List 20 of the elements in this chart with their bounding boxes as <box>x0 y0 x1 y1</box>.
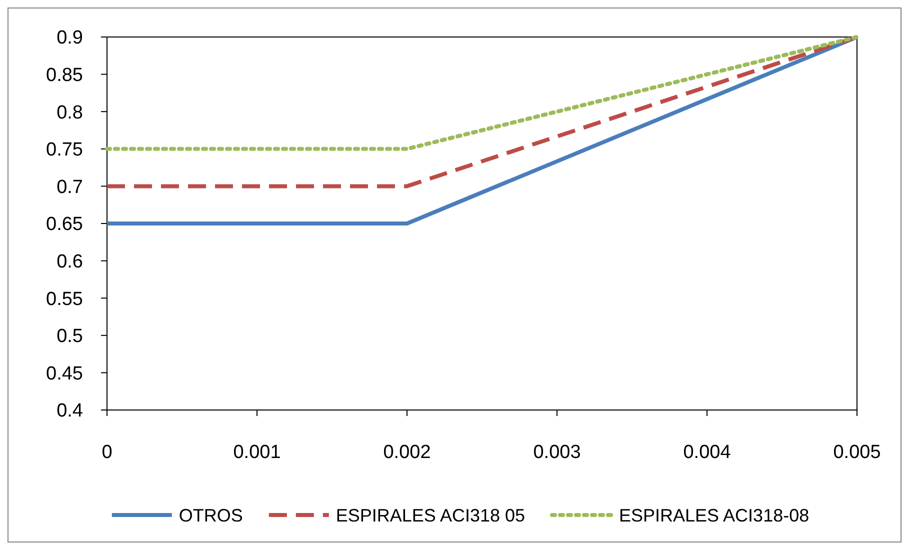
legend-label: OTROS <box>178 505 243 526</box>
y-tick-label: 0.45 <box>46 363 83 384</box>
y-tick-label: 0.75 <box>46 140 83 161</box>
x-tick-label: 0.004 <box>683 442 732 463</box>
legend-label: ESPIRALES ACI318-08 <box>619 505 810 526</box>
y-tick-label: 0.85 <box>46 64 83 86</box>
x-tick-label: 0.005 <box>833 442 881 463</box>
y-tick-label: 0.5 <box>56 326 83 348</box>
y-tick-label: 0.7 <box>56 176 83 198</box>
legend-label: ESPIRALES ACI318 05 <box>336 505 526 526</box>
x-tick-label: 0.001 <box>233 442 281 463</box>
x-tick-label: 0.002 <box>383 442 431 463</box>
y-tick-label: 0.9 <box>56 28 83 49</box>
x-tick-label: 0.003 <box>533 442 581 463</box>
y-tick-label: 0.65 <box>46 214 83 236</box>
y-tick-label: 0.4 <box>56 400 84 422</box>
x-tick-label: 0 <box>102 442 112 463</box>
y-tick-label: 0.55 <box>46 288 83 310</box>
y-tick-label: 0.6 <box>56 251 83 272</box>
y-tick-label: 0.8 <box>56 102 83 124</box>
